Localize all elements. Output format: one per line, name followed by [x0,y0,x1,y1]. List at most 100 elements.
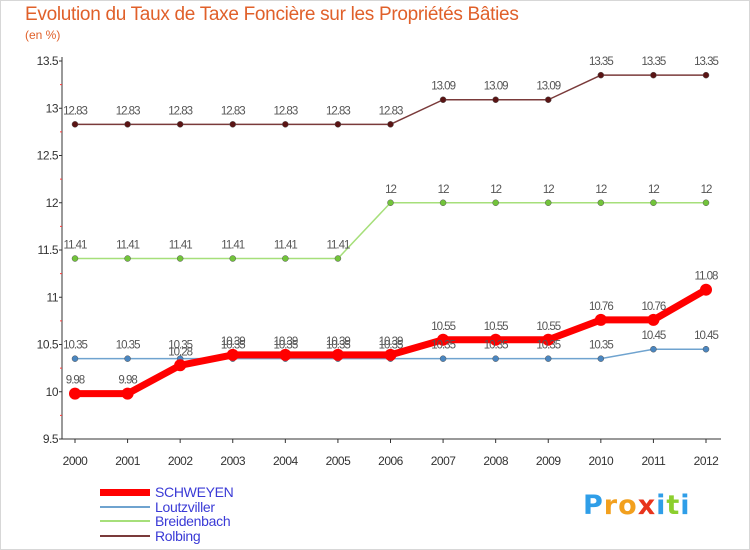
legend-item-loutzviller: Loutzviller [100,498,234,515]
data-label: 12 [543,184,554,196]
x-tick-label: 2012 [694,454,720,468]
data-label: 10.35 [379,340,403,352]
data-point [176,255,184,262]
y-tick-label: 11.5 [38,243,59,257]
y-tick-label: 11 [47,290,59,304]
data-point [545,96,552,103]
data-label: 11.41 [274,240,298,252]
proxiti-logo: Proxiti [583,490,691,521]
data-label: 12 [648,184,659,196]
data-label: 10.35 [63,340,87,352]
data-point [176,121,184,128]
legend-label: Loutzviller [155,498,215,515]
data-label: 10.35 [326,340,350,352]
x-tick-label: 2010 [588,454,614,468]
data-point [71,355,79,362]
data-point [226,348,239,361]
data-label: 12.83 [273,105,297,117]
data-label: 10.35 [484,340,508,352]
data-point [71,121,79,128]
data-label: 12 [438,184,449,196]
y-tick-label: 12.5 [37,149,59,163]
data-point [650,71,657,79]
x-tick-label: 2005 [326,454,352,468]
logo-letter: t [666,490,681,521]
data-label: 10.35 [273,340,297,352]
legend-label: Rolbing [155,527,201,544]
data-label: 9.98 [118,375,137,387]
legend-swatch [100,505,150,508]
data-point [702,345,710,353]
data-point [384,348,397,361]
series-rolbing [71,71,710,128]
data-label: 12 [595,184,606,196]
data-point [124,121,131,128]
data-label: 10.45 [694,330,718,342]
logo-letter: r [603,490,619,521]
data-point [700,283,712,296]
y-tick-label: 12 [46,196,59,210]
data-label: 13.35 [694,56,718,68]
series-layer [69,71,712,400]
data-point [492,355,499,362]
data-label: 12.83 [326,105,350,117]
data-point [69,387,81,400]
logo-letter: i [656,490,667,521]
data-point [331,348,344,361]
data-label: 10.28 [168,346,192,358]
data-point [594,313,607,326]
series-breidenbach [71,199,710,262]
data-point [229,121,236,128]
logo-letter: i [680,490,691,521]
x-tick-label: 2006 [378,454,404,468]
data-point [597,71,605,79]
data-point [597,199,605,206]
data-point [647,313,660,326]
data-point [387,121,394,128]
data-label: 13.35 [642,56,666,68]
x-tick-label: 2009 [536,454,562,468]
data-label: 12.83 [116,105,140,117]
chart-title: Evolution du Taux de Taxe Foncière sur l… [25,4,519,25]
data-label: 12 [701,184,712,196]
data-label: 11.41 [116,240,140,252]
data-point [545,355,552,362]
data-label: 10.39 [326,336,350,348]
legend-swatch [100,534,150,537]
logo-letter: o [618,490,638,521]
data-label: 12.83 [379,105,403,117]
data-label: 10.35 [168,340,192,352]
x-tick-label: 2003 [220,454,246,468]
data-point [229,255,236,262]
data-label: 12.83 [221,105,245,117]
logo-letter: x [637,490,657,521]
data-point [492,199,499,206]
y-tick-label: 13.5 [37,54,59,68]
data-point [545,199,552,206]
series-schweyen [69,283,712,400]
data-label: 10.76 [642,301,666,313]
data-label: 10.35 [589,340,613,352]
y-tick-label: 10 [46,385,59,399]
data-point [492,96,499,103]
legend-item-schweyen: SCHWEYEN [100,484,234,500]
data-label: 12 [385,184,396,196]
data-point [650,199,657,206]
data-label: 11.41 [326,240,350,252]
data-label: 10.39 [379,336,403,348]
data-label: 11.41 [169,240,193,252]
data-point [439,355,447,362]
data-label: 10.35 [536,340,560,352]
data-point [489,333,502,346]
data-point [702,199,710,206]
x-tick-label: 2008 [483,454,509,468]
x-tick-label: 2011 [642,454,667,468]
legend: SCHWEYEN Loutzviller Breidenbach Rolbing [100,484,234,544]
legend-item-rolbing: Rolbing [100,527,234,544]
data-label: 10.55 [484,321,508,333]
data-label: 10.55 [431,321,455,333]
axes: 9.5 10 10.5 11 11.5 12 12.5 13 13.5 2000 2001 2002 2… [37,54,721,468]
data-point [282,121,289,128]
data-label: 11.41 [64,240,88,252]
